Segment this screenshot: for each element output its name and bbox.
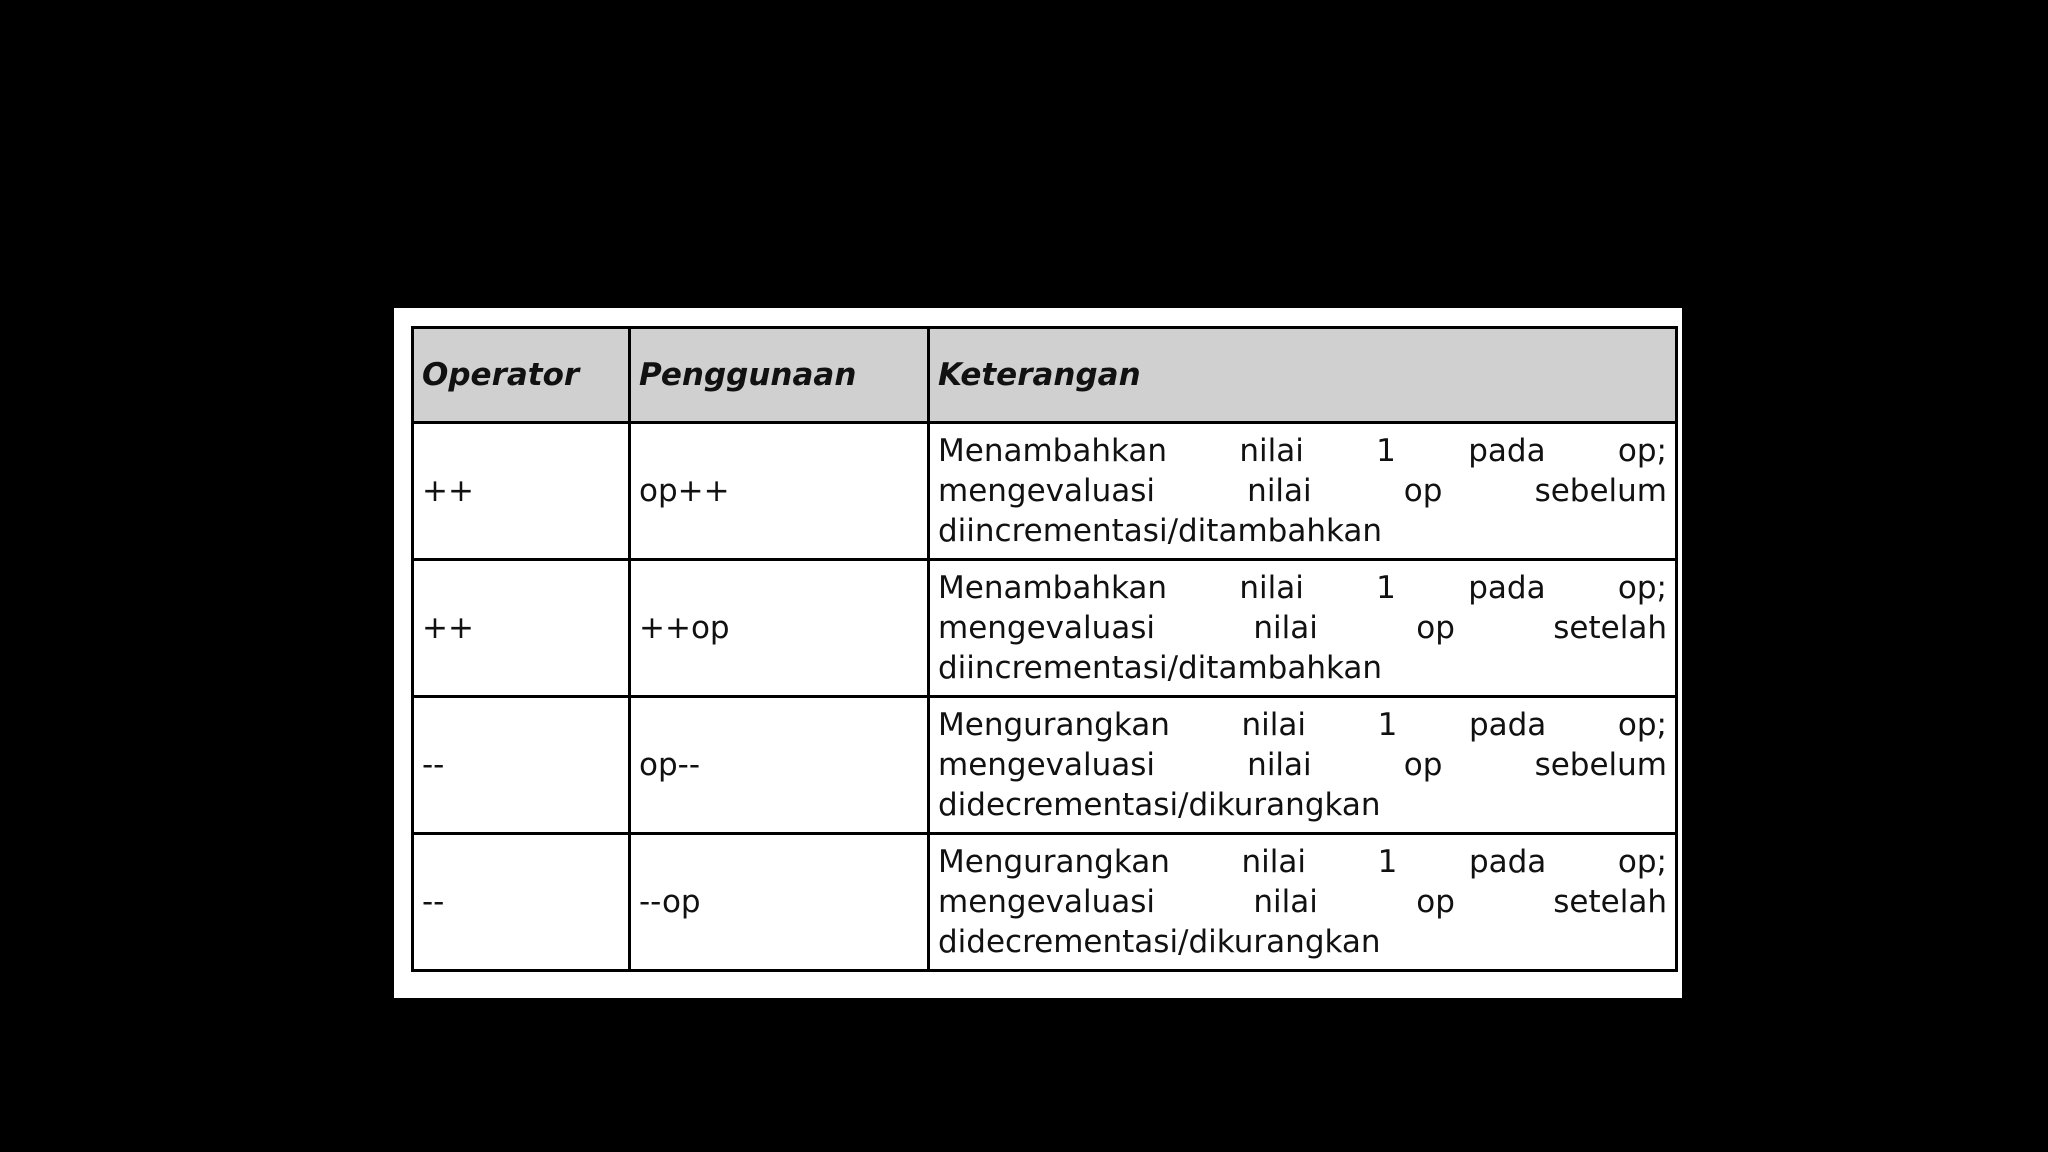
cell-description: Mengurangkan nilai 1 pada op; mengevaluas… — [927, 695, 1678, 835]
header-operator: Operator — [411, 326, 631, 424]
table-row: ++ ++op Menambahkan nilai 1 pada op; mengev… — [411, 558, 1678, 698]
description-line: Mengurangkan nilai 1 pada op; — [938, 707, 1667, 743]
cell-usage: ++op — [628, 558, 930, 698]
description-line: diincrementasi/ditambahkan — [938, 650, 1383, 686]
description-line: mengevaluasi nilai op sebelum — [938, 747, 1667, 783]
cell-description: Menambahkan nilai 1 pada op; mengevaluasi… — [927, 558, 1678, 698]
cell-operator: ++ — [411, 421, 631, 561]
cell-usage: op-- — [628, 695, 930, 835]
description-line: Menambahkan nilai 1 pada op; — [938, 570, 1667, 606]
table-row: -- op-- Mengurangkan nilai 1 pada op; menge… — [411, 695, 1678, 835]
cell-description: Mengurangkan nilai 1 pada op; mengevaluas… — [927, 832, 1678, 972]
cell-operator: ++ — [411, 558, 631, 698]
table-row: ++ op++ Menambahkan nilai 1 pada op; mengev… — [411, 421, 1678, 561]
description-line: didecrementasi/dikurangkan — [938, 787, 1381, 823]
description-line: Mengurangkan nilai 1 pada op; — [938, 844, 1667, 880]
document-page: Operator Penggunaan Keterangan ++ op++ Men… — [394, 308, 1682, 998]
cell-operator: -- — [411, 695, 631, 835]
description-line: Menambahkan nilai 1 pada op; — [938, 433, 1667, 469]
description-line: mengevaluasi nilai op setelah — [938, 610, 1667, 646]
header-description: Keterangan — [927, 326, 1678, 424]
description-line: didecrementasi/dikurangkan — [938, 924, 1381, 960]
description-line: mengevaluasi nilai op setelah — [938, 884, 1667, 920]
description-line: mengevaluasi nilai op sebelum — [938, 473, 1667, 509]
table-row: -- --op Mengurangkan nilai 1 pada op; menge… — [411, 832, 1678, 972]
table-header-row: Operator Penggunaan Keterangan — [411, 326, 1678, 424]
header-usage: Penggunaan — [628, 326, 930, 424]
cell-description: Menambahkan nilai 1 pada op; mengevaluasi… — [927, 421, 1678, 561]
cell-usage: op++ — [628, 421, 930, 561]
description-line: diincrementasi/ditambahkan — [938, 513, 1383, 549]
cell-operator: -- — [411, 832, 631, 972]
operator-table: Operator Penggunaan Keterangan ++ op++ Men… — [411, 326, 1678, 972]
cell-usage: --op — [628, 832, 930, 972]
